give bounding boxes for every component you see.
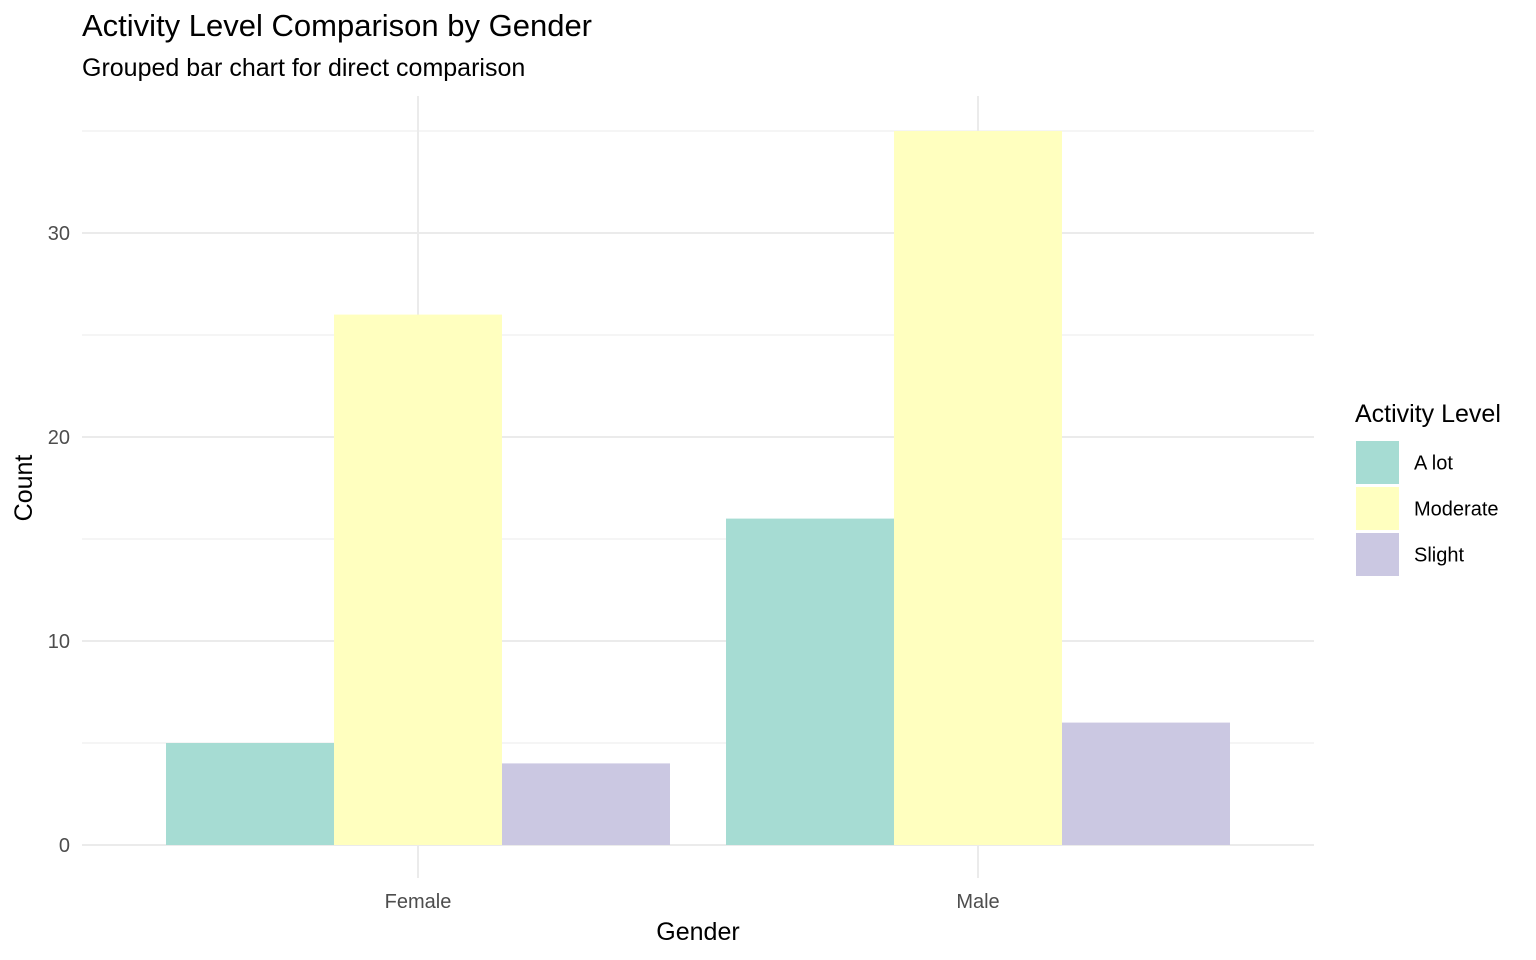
legend-label: Slight [1414, 545, 1464, 567]
y-tick-label: 0 [59, 835, 70, 857]
y-axis: 0 10 20 30 [48, 223, 70, 857]
chart-title: Activity Level Comparison by Gender [82, 8, 592, 43]
bar-female-a-lot [166, 743, 334, 845]
bar-male-moderate [894, 131, 1062, 845]
y-tick-label: 20 [48, 427, 70, 449]
legend-label: Moderate [1414, 499, 1499, 521]
bar-male-slight [1062, 722, 1230, 845]
chart-subtitle: Grouped bar chart for direct comparison [82, 54, 525, 82]
bar-female-moderate [334, 314, 502, 846]
bars [166, 131, 1230, 846]
x-axis: Female Male [385, 891, 1000, 913]
legend-title: Activity Level [1355, 400, 1501, 428]
legend-key-moderate [1356, 487, 1399, 530]
x-tick-label: Female [385, 891, 452, 913]
bar-female-slight [502, 763, 670, 845]
y-axis-title: Count [10, 455, 38, 522]
y-tick-label: 30 [48, 223, 70, 245]
legend-label: A lot [1414, 453, 1453, 475]
x-tick-label: Male [956, 891, 999, 913]
y-tick-label: 10 [48, 631, 70, 653]
legend-key-a-lot [1356, 441, 1399, 484]
bar-male-a-lot [726, 518, 894, 845]
legend-key-slight [1356, 533, 1399, 576]
x-axis-title: Gender [656, 918, 739, 946]
legend: Activity Level A lot Moderate Slight [1355, 400, 1501, 576]
